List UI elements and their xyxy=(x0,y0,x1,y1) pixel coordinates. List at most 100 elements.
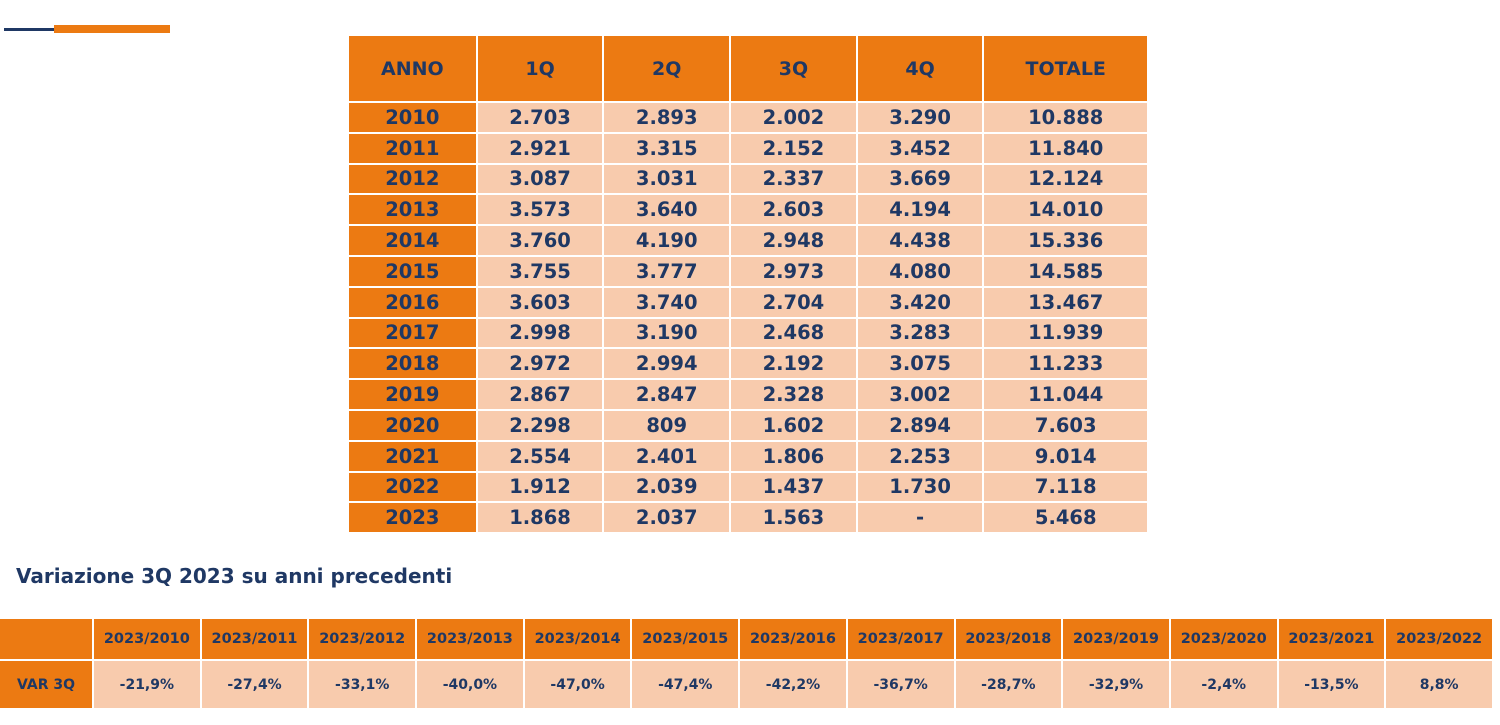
quarterly-table-body: 2010 2.703 2.893 2.002 3.290 10.888 2011 2.921 3… xyxy=(349,103,1147,533)
value-cell: - xyxy=(857,503,983,533)
value-cell: 14.010 xyxy=(984,195,1147,225)
value-cell: 3.603 xyxy=(477,287,603,317)
value-cell: 1.912 xyxy=(477,472,603,502)
table-row: 2017 2.998 3.190 2.468 3.283 11.939 xyxy=(349,318,1147,348)
variation-table-corner xyxy=(0,619,92,659)
table-row: 2020 2.298 809 1.602 2.894 7.603 xyxy=(349,410,1147,440)
value-cell: 2.893 xyxy=(604,103,730,132)
variation-value-cell: -32,9% xyxy=(1063,661,1169,708)
value-cell: 3.640 xyxy=(604,195,730,225)
value-cell: 4.080 xyxy=(857,256,983,286)
value-cell: 4.438 xyxy=(857,226,983,255)
year-cell: 2022 xyxy=(349,472,476,502)
value-cell: 2.253 xyxy=(857,441,983,471)
value-cell: 2.847 xyxy=(604,380,730,409)
value-cell: 3.283 xyxy=(857,318,983,348)
quarterly-table: ANNO 1Q 2Q 3Q 4Q TOTALE 2010 2.703 2.893 2.… xyxy=(347,34,1149,534)
year-cell: 2017 xyxy=(349,318,476,348)
year-cell: 2019 xyxy=(349,380,476,409)
table-row: 2021 2.554 2.401 1.806 2.253 9.014 xyxy=(349,441,1147,471)
value-cell: 2.002 xyxy=(731,103,856,132)
value-cell: 3.760 xyxy=(477,226,603,255)
value-cell: 2.994 xyxy=(604,349,730,379)
value-cell: 11.840 xyxy=(984,133,1147,163)
year-cell: 2012 xyxy=(349,164,476,194)
value-cell: 11.044 xyxy=(984,380,1147,409)
variation-header-cell: 2023/2011 xyxy=(201,619,308,659)
table-row: 2011 2.921 3.315 2.152 3.452 11.840 xyxy=(349,133,1147,163)
value-cell: 2.039 xyxy=(604,472,730,502)
value-cell: 2.152 xyxy=(731,133,856,163)
table-row: 2023 1.868 2.037 1.563-5.468 xyxy=(349,503,1147,533)
table-row: 2016 3.603 3.740 2.704 3.420 13.467 xyxy=(349,287,1147,317)
table-row: 2018 2.972 2.994 2.192 3.075 11.233 xyxy=(349,349,1147,379)
value-cell: 3.740 xyxy=(604,287,730,317)
variation-table-header-row: 2023/2010 2023/2011 2023/2012 2023/2013 2023… xyxy=(0,619,1492,659)
variation-row-label: VAR 3Q xyxy=(0,661,92,708)
value-cell: 2.704 xyxy=(731,287,856,317)
value-cell: 10.888 xyxy=(984,103,1147,132)
value-cell: 3.290 xyxy=(857,103,983,132)
value-cell: 1.602 xyxy=(731,410,856,440)
value-cell: 1.806 xyxy=(731,441,856,471)
variation-header-cell: 2023/2020 xyxy=(1170,619,1277,659)
value-cell: 1.730 xyxy=(857,472,983,502)
table-row: 2022 1.912 2.039 1.437 1.730 7.118 xyxy=(349,472,1147,502)
value-cell: 2.192 xyxy=(731,349,856,379)
value-cell: 1.563 xyxy=(731,503,856,533)
variation-value-cell: -13,5% xyxy=(1278,661,1385,708)
value-cell: 2.703 xyxy=(477,103,603,132)
value-cell: 15.336 xyxy=(984,226,1147,255)
value-cell: 5.468 xyxy=(984,503,1147,533)
variation-table: 2023/2010 2023/2011 2023/2012 2023/2013 2023… xyxy=(0,617,1494,710)
header-2q: 2Q xyxy=(604,36,730,101)
value-cell: 7.603 xyxy=(984,410,1147,440)
variation-header-cell: 2023/2017 xyxy=(847,619,954,659)
year-cell: 2023 xyxy=(349,503,476,533)
year-cell: 2016 xyxy=(349,287,476,317)
variation-value-cell: -27,4% xyxy=(201,661,308,708)
value-cell: 3.087 xyxy=(477,164,603,194)
accent-line-blue xyxy=(4,28,54,31)
value-cell: 2.298 xyxy=(477,410,603,440)
header-totale: TOTALE xyxy=(984,36,1147,101)
value-cell: 2.328 xyxy=(731,380,856,409)
table-row: 2012 3.087 3.031 2.337 3.669 12.124 xyxy=(349,164,1147,194)
variation-header-cell: 2023/2022 xyxy=(1386,619,1492,659)
variation-value-cell: -21,9% xyxy=(94,661,200,708)
quarterly-table-header-row: ANNO 1Q 2Q 3Q 4Q TOTALE xyxy=(349,36,1147,101)
variation-value-cell: -28,7% xyxy=(955,661,1062,708)
value-cell: 3.669 xyxy=(857,164,983,194)
variation-value-cell: -47,4% xyxy=(632,661,739,708)
value-cell: 2.401 xyxy=(604,441,730,471)
value-cell: 4.194 xyxy=(857,195,983,225)
value-cell: 11.939 xyxy=(984,318,1147,348)
year-cell: 2011 xyxy=(349,133,476,163)
value-cell: 2.337 xyxy=(731,164,856,194)
value-cell: 2.867 xyxy=(477,380,603,409)
variation-header-cell: 2023/2016 xyxy=(740,619,846,659)
table-row: 2019 2.867 2.847 2.328 3.002 11.044 xyxy=(349,380,1147,409)
value-cell: 3.452 xyxy=(857,133,983,163)
value-cell: 2.998 xyxy=(477,318,603,348)
value-cell: 13.467 xyxy=(984,287,1147,317)
value-cell: 2.921 xyxy=(477,133,603,163)
variation-table-row: VAR 3Q -21,9% -27,4% -33,1% -40,0% -47,0% -47… xyxy=(0,661,1492,708)
variation-value-cell: 8,8% xyxy=(1386,661,1492,708)
table-row: 2014 3.760 4.190 2.948 4.438 15.336 xyxy=(349,226,1147,255)
value-cell: 3.075 xyxy=(857,349,983,379)
value-cell: 3.755 xyxy=(477,256,603,286)
variation-header-cell: 2023/2019 xyxy=(1063,619,1169,659)
table-row: 2015 3.755 3.777 2.973 4.080 14.585 xyxy=(349,256,1147,286)
variation-header-cell: 2023/2013 xyxy=(417,619,523,659)
year-cell: 2014 xyxy=(349,226,476,255)
value-cell: 9.014 xyxy=(984,441,1147,471)
variation-value-cell: -36,7% xyxy=(847,661,954,708)
value-cell: 11.233 xyxy=(984,349,1147,379)
year-cell: 2021 xyxy=(349,441,476,471)
value-cell: 4.190 xyxy=(604,226,730,255)
year-cell: 2018 xyxy=(349,349,476,379)
year-cell: 2020 xyxy=(349,410,476,440)
variation-header-cell: 2023/2015 xyxy=(632,619,739,659)
year-cell: 2015 xyxy=(349,256,476,286)
